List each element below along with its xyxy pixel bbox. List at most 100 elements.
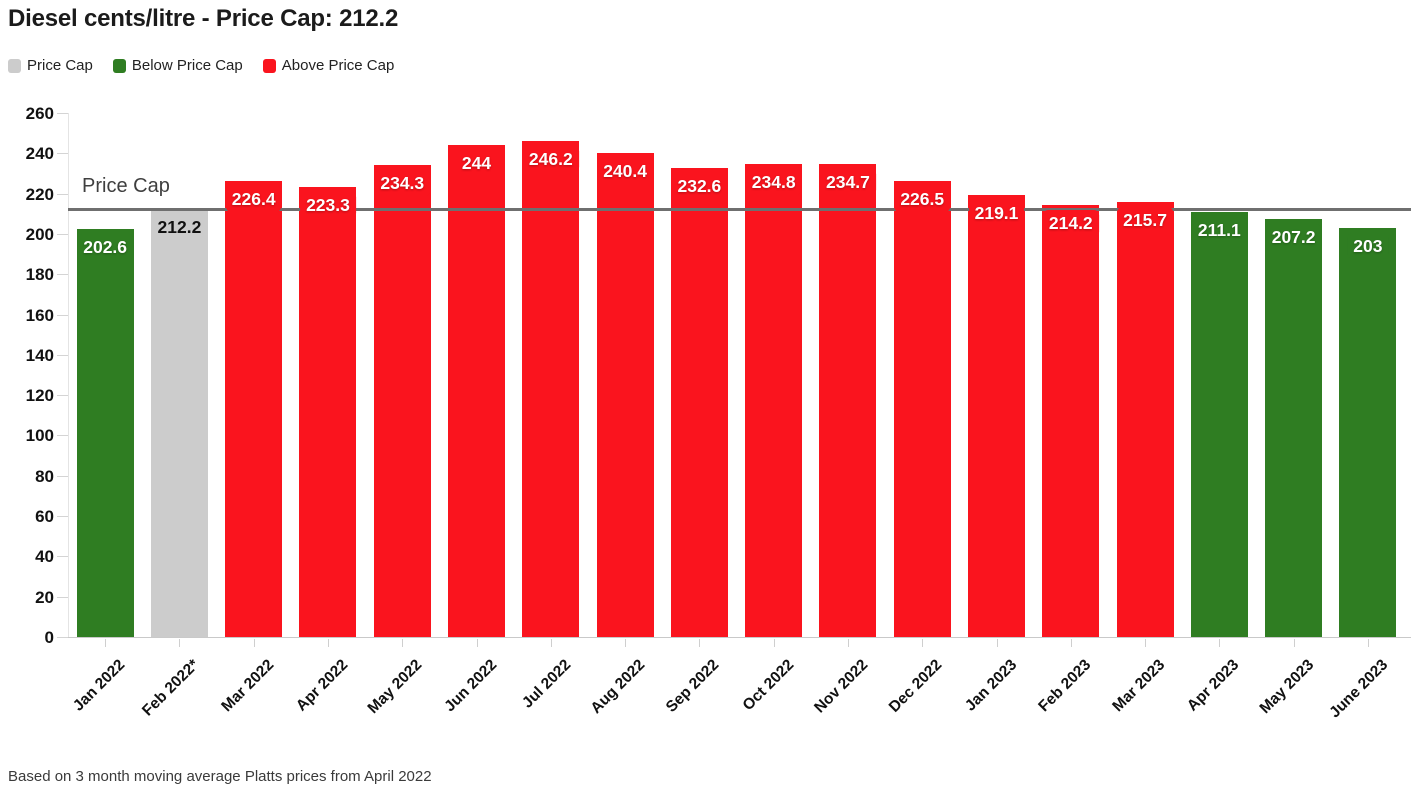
y-axis-tick-label: 120 bbox=[25, 386, 54, 406]
legend-item-above-price-cap: Above Price Cap bbox=[262, 57, 395, 74]
bar-value-label: 234.7 bbox=[820, 168, 876, 196]
bar-value-label: 207.2 bbox=[1265, 224, 1322, 251]
bar-mar-2023[interactable] bbox=[1116, 202, 1174, 637]
legend-item-price-cap: Price Cap bbox=[8, 57, 93, 74]
bar-oct-2022[interactable] bbox=[745, 163, 803, 637]
x-axis-tick bbox=[922, 639, 924, 647]
x-axis-tick bbox=[625, 639, 627, 647]
bar-value-label: 244 bbox=[455, 150, 498, 177]
y-axis-tick bbox=[57, 395, 68, 397]
y-axis-tick bbox=[57, 637, 68, 638]
legend-label: Below Price Cap bbox=[131, 57, 243, 74]
bar-nov-2022[interactable] bbox=[819, 163, 877, 637]
x-axis-tick bbox=[327, 639, 329, 647]
y-axis-tick bbox=[57, 314, 68, 316]
bar-value-label: 226.4 bbox=[225, 185, 282, 213]
y-axis-tick-label: 20 bbox=[35, 587, 54, 607]
bar-value-label: 226.5 bbox=[894, 185, 951, 212]
y-axis-tick-label: 160 bbox=[25, 305, 54, 325]
bar-value-label: 223.3 bbox=[300, 191, 356, 219]
y-axis-tick bbox=[57, 113, 68, 114]
y-axis-tick bbox=[57, 274, 68, 276]
bar-value-label: 234.3 bbox=[374, 169, 431, 197]
legend-item-below-price-cap: Below Price Cap bbox=[112, 57, 243, 74]
bar-jan-2022[interactable] bbox=[76, 228, 134, 637]
bar-value-label: 246.2 bbox=[522, 145, 579, 173]
bar-value-label: 215.7 bbox=[1117, 207, 1173, 234]
bar-feb-2023[interactable] bbox=[1042, 205, 1100, 637]
y-axis-tick bbox=[57, 193, 68, 195]
legend-label: Price Cap bbox=[27, 57, 93, 74]
y-axis-tick bbox=[57, 475, 68, 477]
bar-value-label: 202.6 bbox=[77, 233, 134, 261]
x-axis-tick bbox=[699, 639, 701, 647]
y-axis-tick-label: 80 bbox=[35, 466, 54, 486]
y-axis-line bbox=[68, 113, 69, 637]
bar-may-2023[interactable] bbox=[1265, 219, 1323, 637]
x-axis-tick bbox=[996, 639, 998, 647]
x-axis-tick bbox=[773, 639, 775, 647]
x-axis-tick bbox=[402, 639, 404, 647]
bar-may-2022[interactable] bbox=[373, 164, 431, 637]
x-axis-tick bbox=[1219, 639, 1221, 647]
y-axis-tick bbox=[57, 596, 68, 598]
bar-jan-2023[interactable] bbox=[968, 195, 1025, 637]
bar-value-label: 232.6 bbox=[671, 173, 728, 200]
y-axis-tick bbox=[57, 516, 68, 518]
x-axis-tick bbox=[1293, 639, 1295, 647]
x-axis-tick bbox=[253, 639, 255, 647]
price-cap-swatch-icon bbox=[8, 58, 21, 73]
bar-value-label: 212.2 bbox=[151, 214, 208, 241]
legend-label: Above Price Cap bbox=[281, 57, 395, 74]
below-price-cap-swatch-icon bbox=[112, 58, 126, 73]
y-axis-tick-label: 100 bbox=[25, 426, 54, 446]
y-axis-tick-label: 180 bbox=[25, 265, 54, 285]
x-axis-tick bbox=[550, 639, 552, 647]
x-axis-tick bbox=[1145, 639, 1147, 647]
bar-feb-2022[interactable] bbox=[150, 209, 208, 637]
y-axis-tick bbox=[57, 556, 68, 558]
legend: Price Cap Below Price Cap Above Price Ca… bbox=[8, 57, 394, 74]
price-cap-line bbox=[68, 207, 1411, 211]
y-axis-tick-label: 260 bbox=[25, 104, 54, 123]
y-axis-tick-label: 200 bbox=[25, 224, 54, 244]
y-axis-tick-label: 140 bbox=[25, 345, 54, 365]
y-axis-tick bbox=[57, 435, 68, 437]
x-axis-tick bbox=[1367, 639, 1369, 647]
bar-value-label: 234.8 bbox=[745, 168, 802, 196]
x-axis-line bbox=[68, 637, 1411, 638]
y-axis-tick-label: 0 bbox=[44, 628, 54, 647]
chart-title: Diesel cents/litre - Price Cap: 212.2 bbox=[8, 5, 399, 32]
footer-note: Based on 3 month moving average Platts p… bbox=[8, 768, 432, 785]
x-axis-tick bbox=[847, 639, 849, 647]
bar-value-label: 203 bbox=[1347, 232, 1389, 260]
bar-jul-2022[interactable] bbox=[522, 140, 580, 637]
bar-value-label: 211.1 bbox=[1191, 216, 1247, 244]
bar-value-label: 219.1 bbox=[968, 200, 1025, 227]
x-axis-tick bbox=[179, 639, 181, 647]
y-axis-tick-label: 240 bbox=[25, 144, 54, 164]
y-axis-tick bbox=[57, 233, 68, 235]
x-axis-tick bbox=[1070, 639, 1072, 647]
bar-value-label: 240.4 bbox=[597, 157, 653, 184]
bar-june-2023[interactable] bbox=[1339, 227, 1397, 637]
bar-mar-2022[interactable] bbox=[225, 180, 283, 637]
x-axis-tick bbox=[105, 639, 107, 647]
price-cap-annotation: Price Cap bbox=[82, 175, 170, 198]
x-axis-tick bbox=[476, 639, 478, 647]
bar-apr-2022[interactable] bbox=[299, 186, 357, 637]
y-axis-tick-label: 60 bbox=[35, 507, 54, 527]
bar-value-label: 214.2 bbox=[1042, 210, 1099, 237]
y-axis-tick bbox=[57, 153, 68, 155]
bar-jun-2022[interactable] bbox=[448, 145, 506, 637]
y-axis-tick-label: 40 bbox=[35, 547, 54, 567]
bar-sep-2022[interactable] bbox=[670, 168, 728, 637]
y-axis-tick bbox=[57, 354, 68, 356]
bar-dec-2022[interactable] bbox=[893, 180, 951, 637]
y-axis-tick-label: 220 bbox=[25, 184, 54, 204]
bar-aug-2022[interactable] bbox=[596, 152, 654, 637]
above-price-cap-swatch-icon bbox=[262, 58, 276, 73]
bar-apr-2023[interactable] bbox=[1190, 211, 1248, 637]
